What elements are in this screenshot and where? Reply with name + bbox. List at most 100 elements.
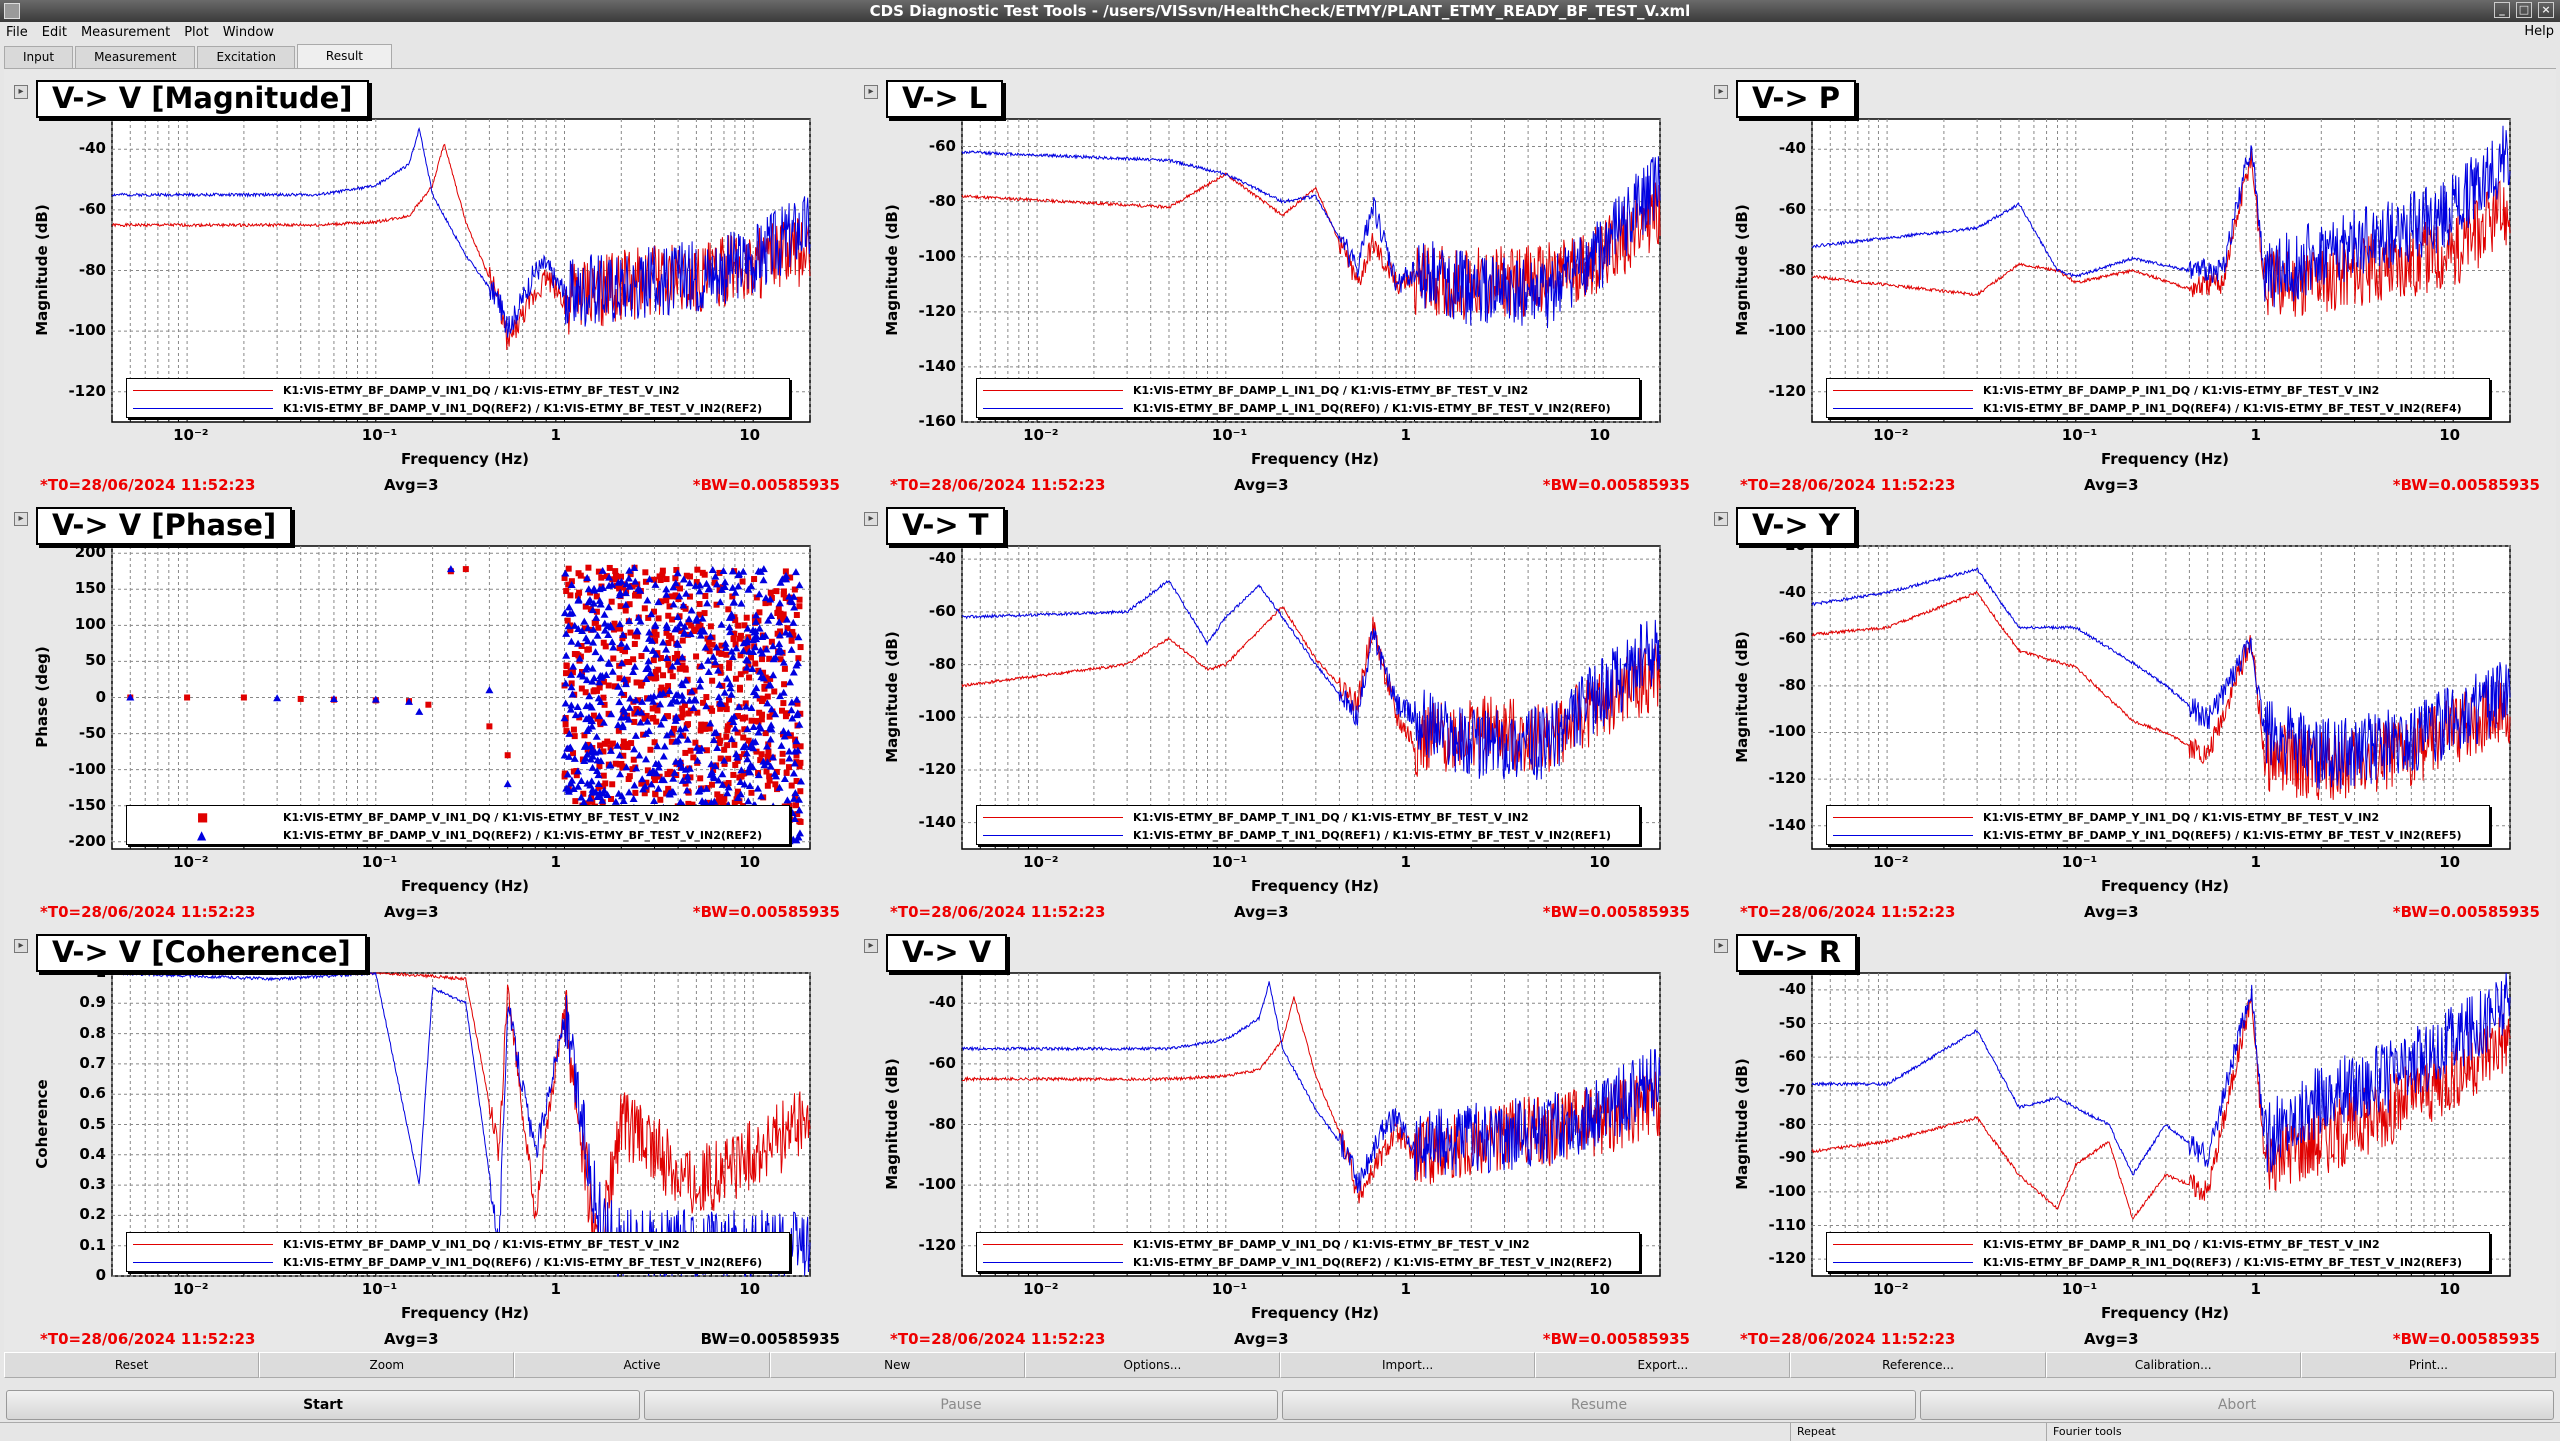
plot-legend: K1:VIS-ETMY_BF_DAMP_V_IN1_DQ / K1:VIS-ET… bbox=[126, 378, 790, 418]
phase-point bbox=[570, 754, 579, 762]
legend-swatch bbox=[1833, 830, 1973, 840]
phase-point bbox=[723, 651, 730, 658]
phase-point bbox=[599, 718, 608, 726]
phase-point bbox=[792, 793, 799, 800]
tab-result[interactable]: Result bbox=[296, 44, 392, 68]
start-button[interactable]: Start bbox=[6, 1390, 640, 1420]
phase-point bbox=[620, 584, 627, 591]
phase-point bbox=[796, 603, 803, 610]
abort-button[interactable]: Abort bbox=[1920, 1390, 2554, 1420]
plot-title: V-> V [Magnitude] bbox=[36, 80, 369, 118]
tab-measurement[interactable]: Measurement bbox=[75, 46, 196, 68]
phase-point bbox=[729, 718, 738, 726]
window-menu-icon[interactable] bbox=[4, 3, 20, 19]
panel-select-icon[interactable]: ▸ bbox=[14, 512, 28, 526]
phase-point bbox=[587, 589, 594, 596]
series-line bbox=[1811, 566, 2511, 790]
plot-panel[interactable]: ▸ 1 0.9 0.8 0.7 0.6 0.5 0.4 0.3 0.2 0.1 0 10⁻² 10⁻¹ 1 1… bbox=[4, 927, 852, 1354]
phase-point bbox=[567, 683, 576, 691]
phase-point bbox=[600, 748, 607, 755]
phase-point bbox=[651, 608, 658, 615]
close-icon[interactable]: × bbox=[2538, 2, 2554, 18]
panel-select-icon[interactable]: ▸ bbox=[14, 85, 28, 99]
tab-input[interactable]: Input bbox=[4, 46, 74, 68]
phase-point bbox=[764, 693, 771, 700]
phase-point bbox=[649, 767, 658, 775]
menu-help[interactable]: Help bbox=[2524, 24, 2554, 39]
new-button[interactable]: New bbox=[769, 1352, 1025, 1378]
phase-point bbox=[681, 724, 690, 732]
reset-button[interactable]: Reset bbox=[4, 1352, 260, 1378]
zoom-button[interactable]: Zoom bbox=[259, 1352, 515, 1378]
phase-point bbox=[654, 763, 663, 771]
phase-point bbox=[588, 763, 597, 771]
panel-select-icon[interactable]: ▸ bbox=[864, 85, 878, 99]
panel-select-icon[interactable]: ▸ bbox=[864, 512, 878, 526]
plot-panel[interactable]: ▸ -40 -60 -80 -100 -120 10⁻² 10⁻¹ 1 10 Magnitude (… bbox=[4, 73, 852, 500]
plot-panel[interactable]: ▸ -20 -40 -60 -80 -100 -120 -140 10⁻² 10⁻¹ 1 10 Magn… bbox=[1704, 500, 2552, 927]
phase-point bbox=[624, 574, 633, 582]
phase-point bbox=[655, 615, 662, 622]
panel-select-icon[interactable]: ▸ bbox=[1714, 512, 1728, 526]
export-button[interactable]: Export... bbox=[1535, 1352, 1791, 1378]
phase-point bbox=[682, 589, 691, 597]
legend-label: K1:VIS-ETMY_BF_DAMP_V_IN1_DQ(REF2) / K1:… bbox=[283, 828, 763, 842]
phase-point bbox=[669, 774, 678, 782]
phase-point bbox=[644, 663, 653, 671]
plot-panel[interactable]: ▸ -40 -60 -80 -100 -120 10⁻² 10⁻¹ 1 10 Magnitude (… bbox=[1704, 73, 2552, 500]
print-button[interactable]: Print... bbox=[2300, 1352, 2557, 1378]
maximize-icon[interactable]: □ bbox=[2516, 2, 2532, 18]
calibration-button[interactable]: Calibration... bbox=[2045, 1352, 2301, 1378]
y-axis-label: Magnitude (dB) bbox=[1733, 630, 1751, 763]
phase-point bbox=[638, 780, 645, 787]
phase-point bbox=[691, 581, 700, 589]
plot-panel[interactable]: ▸ -40 -60 -80 -100 -120 -140 10⁻² 10⁻¹ 1 10 Magnitu… bbox=[854, 500, 1702, 927]
phase-point bbox=[775, 645, 784, 653]
reference-button[interactable]: Reference... bbox=[1790, 1352, 2046, 1378]
phase-point bbox=[785, 630, 794, 638]
panel-select-icon[interactable]: ▸ bbox=[14, 939, 28, 953]
menu-file[interactable]: File bbox=[6, 24, 28, 40]
phase-point bbox=[722, 702, 729, 709]
phase-point bbox=[715, 680, 724, 688]
plot-panel[interactable]: ▸ -60 -80 -100 -120 -140 -160 10⁻² 10⁻¹ 1 10 Magnit… bbox=[854, 73, 1702, 500]
phase-point bbox=[767, 721, 776, 729]
active-button[interactable]: Active bbox=[514, 1352, 770, 1378]
plot-title: V-> R bbox=[1736, 934, 1858, 972]
phase-point bbox=[702, 725, 709, 732]
phase-point bbox=[707, 760, 716, 768]
menu-measurement[interactable]: Measurement bbox=[80, 24, 171, 40]
plot-panel[interactable]: ▸ -40 -60 -80 -100 -120 10⁻² 10⁻¹ 1 10 Magnitude (… bbox=[854, 927, 1702, 1354]
import-button[interactable]: Import... bbox=[1280, 1352, 1536, 1378]
panel-select-icon[interactable]: ▸ bbox=[1714, 85, 1728, 99]
phase-point bbox=[759, 576, 768, 584]
plot-panel[interactable]: ▸ 200 150 100 50 0 -50 -100 -150 -200 10⁻² 10⁻¹ 1 10 P… bbox=[4, 500, 852, 927]
start-time-label: *T0=28/06/2024 11:52:23 bbox=[1740, 476, 1956, 494]
phase-point bbox=[595, 784, 602, 791]
phase-point bbox=[788, 714, 797, 722]
phase-point bbox=[744, 797, 753, 805]
resume-button[interactable]: Resume bbox=[1282, 1390, 1916, 1420]
menu-edit[interactable]: Edit bbox=[41, 24, 67, 40]
plot-panel[interactable]: ▸ -40 -50 -60 -70 -80 -90 -100 -110 -120 10⁻² 10⁻¹ 1… bbox=[1704, 927, 2552, 1354]
menu-plot[interactable]: Plot bbox=[184, 24, 209, 40]
phase-point bbox=[643, 786, 650, 793]
y-tick-label: -120 bbox=[1768, 381, 1806, 400]
phase-point bbox=[679, 662, 686, 669]
panel-select-icon[interactable]: ▸ bbox=[864, 939, 878, 953]
phase-point bbox=[643, 779, 650, 786]
phase-point bbox=[768, 595, 775, 602]
phase-point bbox=[734, 571, 743, 579]
pause-button[interactable]: Pause bbox=[644, 1390, 1278, 1420]
y-tick-label: -80 bbox=[1778, 260, 1806, 279]
menu-window[interactable]: Window bbox=[222, 24, 274, 40]
phase-point bbox=[731, 799, 738, 806]
panel-select-icon[interactable]: ▸ bbox=[1714, 939, 1728, 953]
phase-point bbox=[671, 737, 680, 745]
phase-point bbox=[621, 589, 630, 597]
phase-point bbox=[730, 712, 739, 720]
phase-point bbox=[574, 639, 583, 647]
options-button[interactable]: Options... bbox=[1024, 1352, 1281, 1378]
minimize-icon[interactable]: _ bbox=[2494, 2, 2510, 18]
tab-excitation[interactable]: Excitation bbox=[197, 46, 295, 68]
